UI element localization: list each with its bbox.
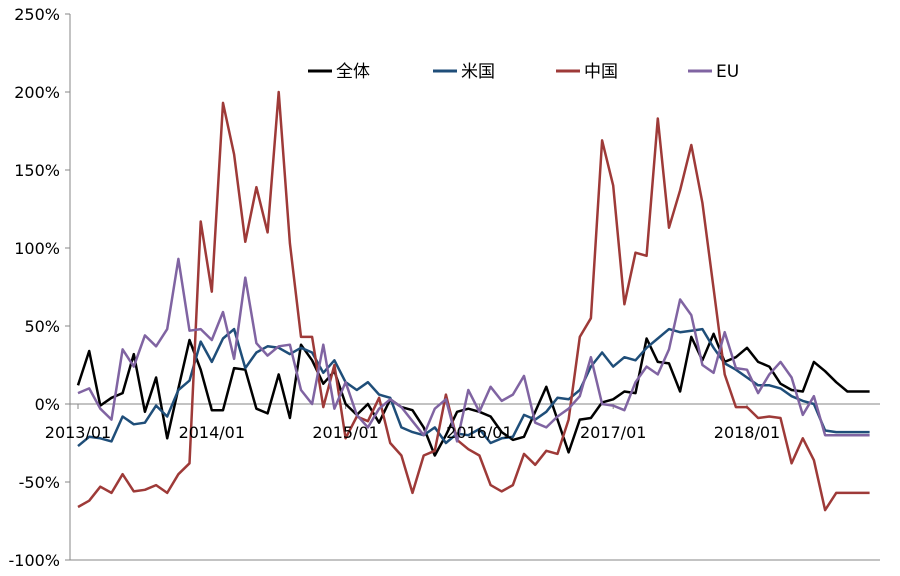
legend-label: EU (716, 62, 739, 82)
series-line-1 (76, 332, 870, 457)
y-tick-label: 0% (35, 395, 60, 414)
axes (65, 13, 880, 561)
legend-label: 米国 (461, 62, 495, 82)
y-tick-label: -50% (19, 473, 60, 492)
series-layer (76, 90, 870, 512)
x-tick-label: 2015/01 (312, 423, 378, 442)
legend-label: 中国 (584, 62, 618, 82)
y-tick-label: 200% (14, 83, 60, 102)
y-tick-labels: -100% -50% 0% 50% 100% 150% 200% 250% (8, 5, 60, 570)
y-tick-label: 50% (24, 317, 60, 336)
legend: 全体 米国 中国 EU (308, 62, 739, 82)
series-line-3 (77, 90, 870, 512)
y-tick-label: -100% (8, 551, 60, 570)
legend-label: 全体 (336, 62, 370, 82)
x-tick-labels: 2013/01 2014/01 2015/01 2016/01 2017/01 2018/… (45, 423, 780, 442)
y-tick-label: 150% (14, 161, 60, 180)
x-tick-label: 2014/01 (179, 423, 245, 442)
y-tick-label: 250% (14, 5, 60, 24)
x-tick-label: 2016/01 (446, 423, 512, 442)
x-tick-label: 2018/01 (714, 423, 780, 442)
series-line-2 (77, 327, 870, 448)
x-tick-label: 2017/01 (580, 423, 646, 442)
x-tick-label: 2013/01 (45, 423, 111, 442)
y-tick-label: 100% (14, 239, 60, 258)
series-line-4 (77, 257, 870, 443)
